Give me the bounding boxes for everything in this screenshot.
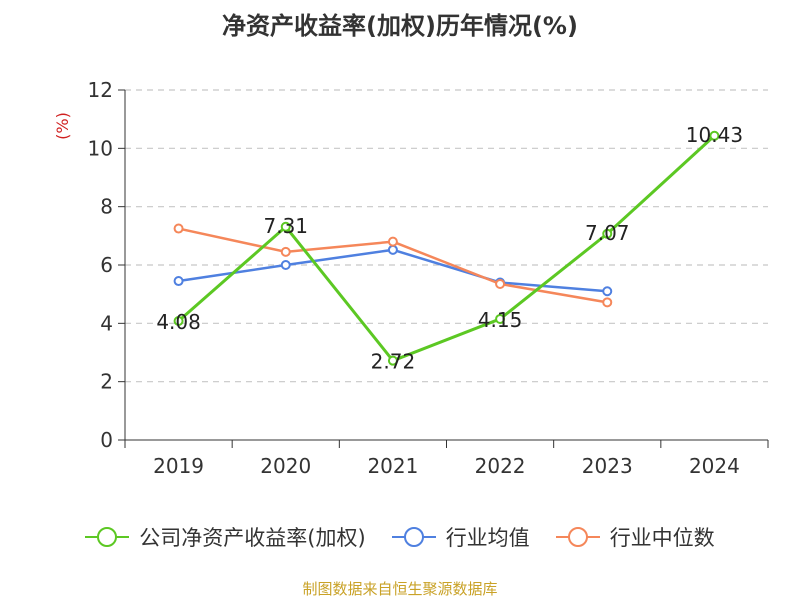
data-label: 2.72 [371,350,416,374]
data-point [280,246,291,257]
legend-marker-icon [85,527,130,547]
y-tick-label: 8 [100,195,113,219]
x-tick-label: 2021 [367,454,418,478]
data-point [173,223,184,234]
data-label: 4.15 [478,308,523,332]
legend-label: 公司净资产收益率(加权) [139,526,366,550]
legend-marker-icon [555,527,600,547]
data-label: 10.43 [686,123,743,147]
grid-lines [125,89,768,383]
series-group [173,130,720,366]
x-tick-label: 2019 [153,454,204,478]
data-point [173,276,184,287]
data-point [387,244,398,255]
data-label: 4.08 [156,310,201,334]
y-tick-label: 0 [100,428,113,452]
legend-item-company-roe[interactable]: 公司净资产收益率(加权) [85,522,366,552]
series-0 [173,130,720,366]
data-point [173,316,184,326]
chart-title: 净资产收益率(加权)历年情况(%) [222,12,578,40]
source-note: 制图数据来自恒生聚源数据库 [302,580,498,598]
legend-item-industry-mean[interactable]: 行业均值 [391,522,530,552]
legend: 公司净资产收益率(加权) 行业均值 行业中位数 [0,522,800,552]
y-axis-label: (%) [53,112,72,140]
data-point [602,297,613,308]
y-tick-label: 4 [100,311,113,335]
data-point [602,286,613,297]
data-labels: 4.08 7.31 2.72 4.15 7.07 10.43 [156,123,743,374]
data-label: 7.31 [263,214,308,238]
y-tick-label: 6 [100,253,113,277]
y-tick-label: 12 [88,78,113,102]
axes: 0 2 4 6 8 10 12 (%) 2019 2020 2021 2022 2023 2024 [53,78,769,478]
data-point [602,228,613,239]
series-line [177,134,716,363]
legend-label: 行业中位数 [609,526,715,550]
data-label: 7.07 [585,221,630,245]
data-point [280,260,291,270]
y-tick-label: 2 [100,370,113,394]
data-point [387,236,398,247]
x-tick-label: 2023 [582,454,633,478]
series-1 [173,244,613,297]
x-tick-label: 2020 [260,454,311,478]
y-tick-label: 10 [88,136,113,160]
x-tick-label: 2022 [475,454,526,478]
data-point [280,221,291,232]
x-tick-label: 2024 [689,454,740,478]
legend-item-industry-median[interactable]: 行业中位数 [555,522,715,552]
data-point [495,278,506,289]
data-point [709,130,720,141]
data-point [387,355,398,366]
legend-label: 行业均值 [445,526,530,550]
legend-marker-icon [391,527,436,547]
data-point [495,313,506,324]
